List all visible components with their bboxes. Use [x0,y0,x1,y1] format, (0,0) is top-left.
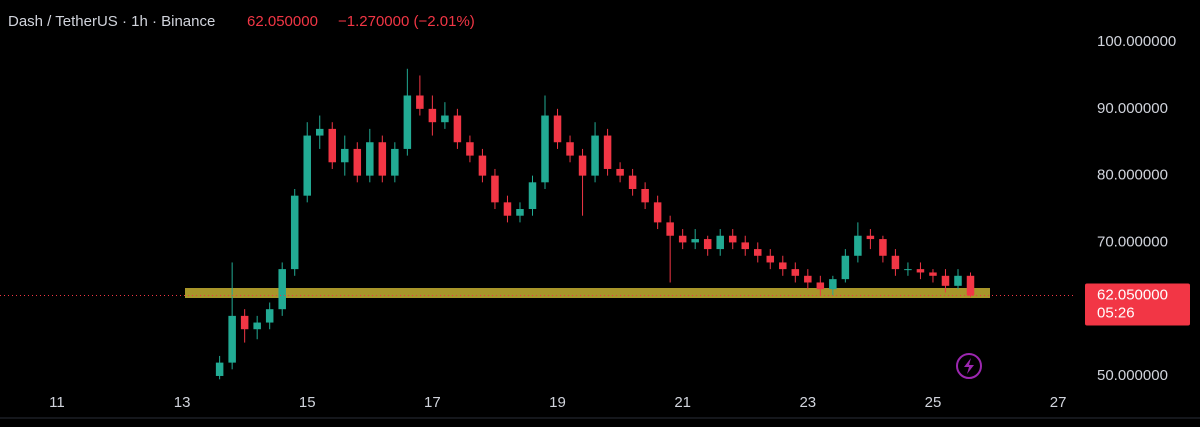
candle-body [666,222,674,236]
candle-body [253,322,261,330]
candle-body [678,235,687,243]
candle-body [653,202,662,223]
candle-body [578,155,587,176]
candle-body [215,362,224,376]
support-band [185,288,990,298]
candle-body [328,128,337,163]
candle-body [416,95,424,109]
lightning-icon [956,353,982,379]
candle-body [378,142,387,176]
x-tick-label: 11 [49,394,65,411]
x-tick-label: 21 [674,394,691,411]
candle-body [491,175,499,203]
candle-body [929,272,937,276]
countdown: 05:26 [1097,304,1135,321]
candle-body [315,128,324,136]
candle-body [403,95,412,149]
header-change: −1.270000 (−2.01%) [338,13,475,30]
candle-body [766,255,775,263]
candle-body [754,249,762,256]
header-price: 62.050000 [247,13,318,30]
candle-body [591,135,599,176]
candle-body [703,239,712,250]
candle-body [829,279,837,290]
candle-body [566,142,574,156]
x-tick-label: 25 [925,394,942,411]
candle-body [879,239,887,256]
y-tick-label: 100.000000 [1097,33,1176,50]
candle-body [341,148,349,163]
candle-body [816,282,825,290]
candle-body [528,182,537,210]
candle-body [916,269,925,273]
candle-body [891,255,900,270]
candle-body [290,195,299,270]
y-tick-label: 70.000000 [1097,233,1168,250]
y-tick-label: 50.000000 [1097,367,1168,384]
candle-body [240,315,249,330]
candle-body [941,275,950,286]
candle-body [441,115,449,123]
candle-body [541,115,549,183]
candle-body [691,239,699,243]
candle-body [628,175,637,189]
candle-body [741,242,749,250]
candle-body [841,255,850,280]
candle-body [278,269,286,310]
x-tick-label: 19 [549,394,566,411]
symbol-info: Dash / TetherUS · 1h · Binance [8,13,215,30]
price-tag [1085,283,1190,326]
x-tick-label: 15 [299,394,316,411]
x-tick-label: 13 [174,394,191,411]
candle-body [453,115,462,143]
price-tag-label: 62.050000 [1097,286,1168,303]
candle-body [804,275,812,283]
x-tick-label: 27 [1050,394,1067,411]
candle-body [466,142,474,156]
candle-body [503,202,512,216]
candle-body [904,269,912,271]
x-tick-label: 17 [424,394,441,411]
candle-body [391,148,399,176]
candle-body [366,142,374,176]
candle-body [954,275,962,286]
candle-body [228,315,236,363]
candle-body [478,155,487,176]
candle-body [428,108,437,123]
candle-body [779,262,787,270]
candle-body [966,275,975,296]
candle-body [791,269,800,276]
candle-body [641,188,649,203]
candle-body [728,235,737,243]
candle-body [553,115,562,143]
candle-body [603,135,612,169]
candle-body [854,235,862,256]
candle-body [265,309,274,323]
x-tick-label: 23 [799,394,816,411]
candle-body [353,148,362,176]
candle-body [303,135,311,196]
y-tick-label: 80.000000 [1097,167,1168,184]
candle-body [616,168,624,176]
candle-body [716,235,724,250]
candle-body [866,235,875,240]
y-tick-label: 90.000000 [1097,100,1168,117]
candle-body [516,209,524,216]
